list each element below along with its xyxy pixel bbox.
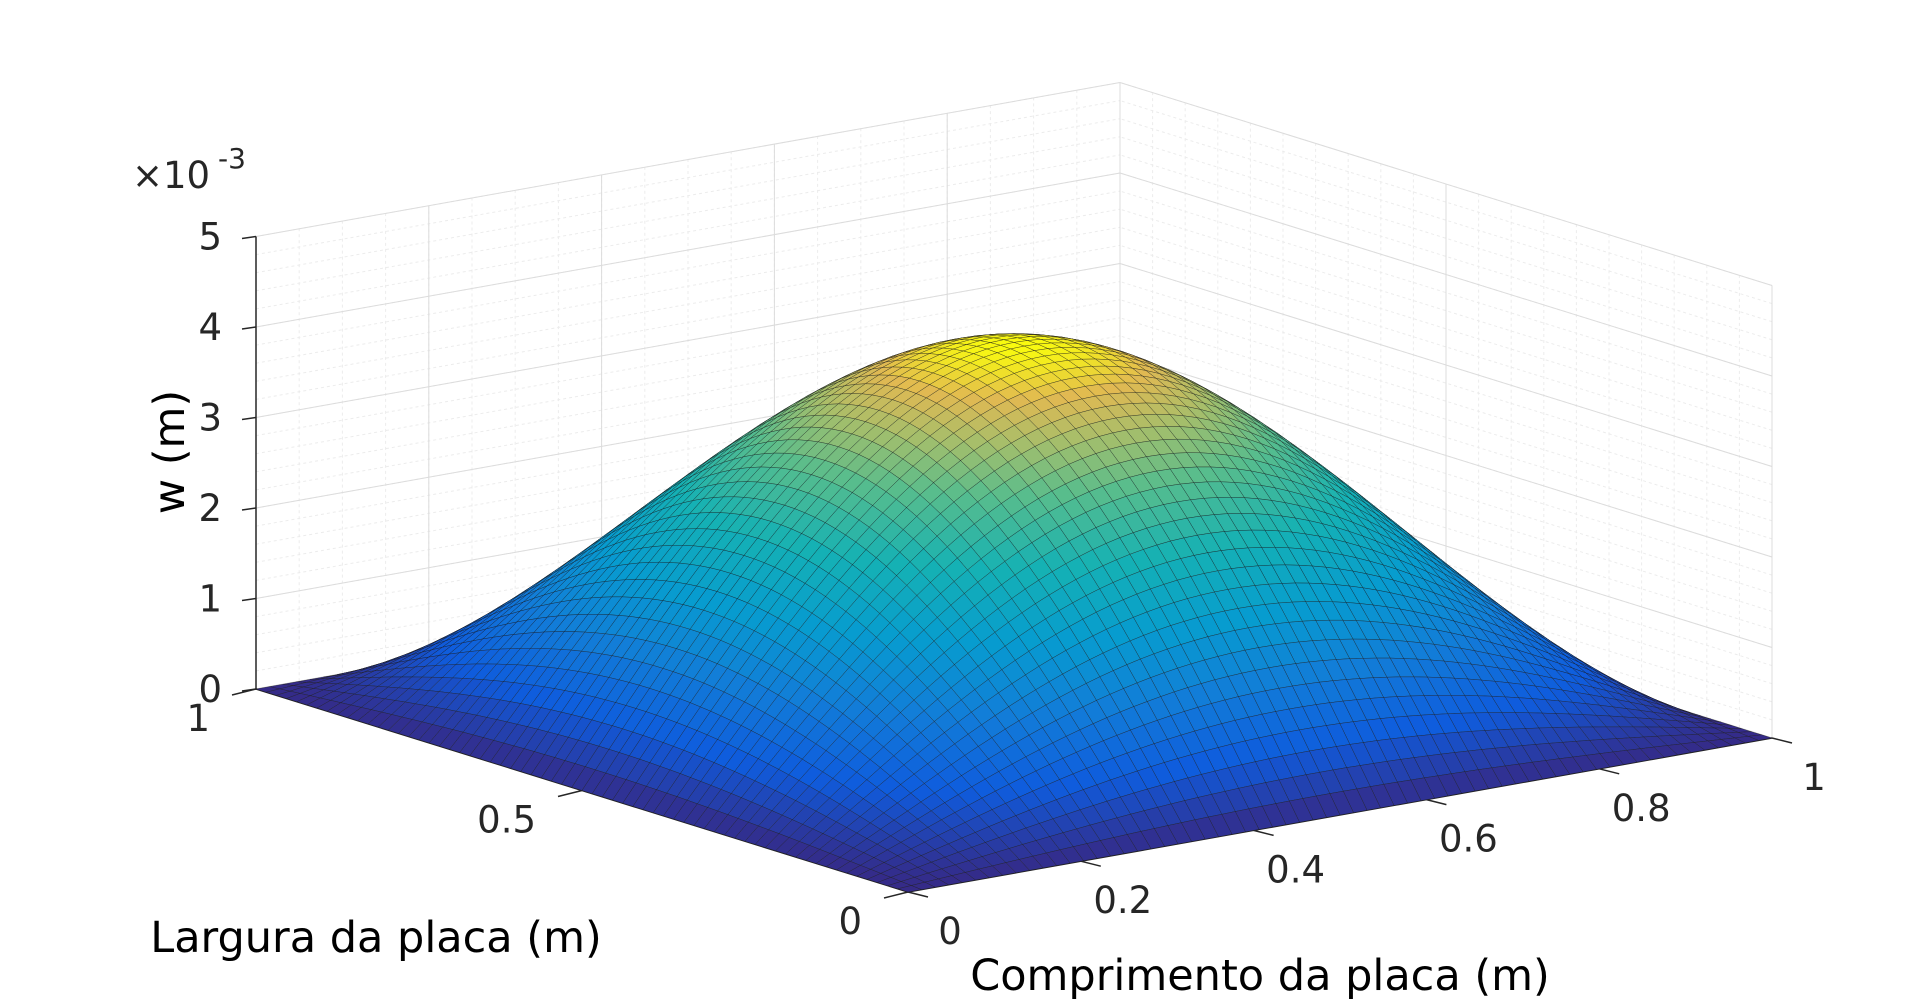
grid-line [1119, 172, 1773, 377]
grid-line [1119, 263, 1773, 467]
y-tick-label: 0.5 [477, 799, 536, 842]
grid-minor-line [255, 299, 1121, 455]
grid-minor-line [255, 208, 1121, 364]
z-tick [241, 597, 257, 602]
surface-cell [896, 885, 923, 893]
z-tick-label: 2 [198, 487, 222, 530]
grid-minor-line [255, 371, 1121, 527]
x-tick-label: 0.2 [1093, 879, 1152, 922]
z-tick [241, 507, 257, 511]
z-tick-label: 3 [198, 397, 222, 440]
z-exponent: ×10 -3 [132, 142, 246, 197]
grid-minor-line [255, 335, 1121, 491]
grid-minor-line [255, 244, 1121, 400]
y-tick-label: 1 [186, 697, 210, 740]
grid-minor-line [255, 226, 1121, 382]
y-tick [231, 688, 257, 696]
grid-line [255, 263, 1121, 418]
z-tick [241, 416, 257, 421]
y-tick [883, 891, 909, 899]
x-tick-label: 0.8 [1612, 787, 1671, 830]
grid-minor-line [255, 389, 1121, 545]
grid-minor-line [255, 118, 1121, 274]
grid-line [1119, 353, 1773, 558]
x-tick [1771, 737, 1793, 744]
x-tick-label: 0 [938, 910, 962, 953]
grid-line [255, 172, 1121, 328]
x-tick [1080, 860, 1101, 867]
x-axis-label: Comprimento da placa (m) [970, 951, 1550, 999]
z-tick [241, 235, 257, 240]
z-exponent-prefix: ×10 [132, 154, 210, 197]
z-tick-label: 4 [198, 306, 222, 349]
z-tick-label: 1 [198, 578, 222, 621]
y-tick [557, 789, 583, 798]
z-tick-label: 5 [198, 216, 222, 259]
surface-mesh [255, 333, 1773, 893]
z-axis-label: w (m) [145, 390, 195, 514]
grid-minor-line [255, 190, 1121, 346]
grid-line [255, 82, 1121, 237]
grid-minor-line [255, 154, 1121, 310]
x-tick-label: 0.4 [1266, 848, 1325, 891]
y-axis-label: Largura da placa (m) [150, 913, 601, 963]
x-tick-label: 1 [1802, 756, 1826, 799]
x-tick [1253, 829, 1274, 837]
z-tick-label: 0 [198, 668, 222, 711]
y-tick-label: 0 [838, 900, 862, 943]
x-tick [1599, 768, 1620, 775]
grid-minor-line [255, 281, 1121, 437]
x-tick [1426, 798, 1447, 806]
z-exponent-power: -3 [218, 142, 246, 175]
z-tick [241, 326, 257, 330]
grid-minor-line [255, 136, 1121, 292]
x-tick-label: 0.6 [1439, 818, 1498, 861]
x-tick [907, 891, 929, 898]
grid-line [1119, 82, 1773, 286]
grid-minor-line [255, 100, 1121, 256]
grid-minor-line [255, 317, 1121, 473]
